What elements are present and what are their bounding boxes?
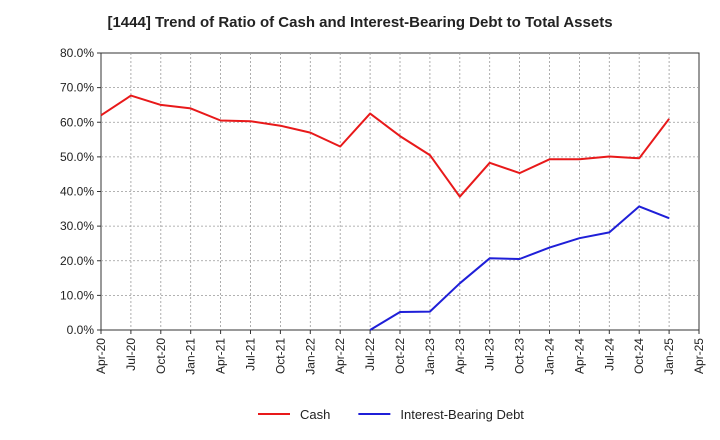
legend: Cash Interest-Bearing Debt	[258, 407, 524, 422]
x-tick-label: Oct-24	[632, 338, 646, 374]
x-tick-label: Apr-24	[572, 338, 586, 374]
y-tick-label: 40.0%	[60, 185, 94, 199]
x-tick-label: Jul-20	[124, 338, 138, 371]
x-tick-label: Jan-25	[662, 338, 676, 375]
y-tick-label: 70.0%	[60, 81, 94, 95]
y-tick-label: 60.0%	[60, 115, 94, 129]
x-tick-label: Apr-23	[453, 338, 467, 374]
x-tick-label: Jul-21	[244, 338, 258, 371]
y-tick-label: 80.0%	[60, 46, 94, 60]
series-lines	[100, 94, 670, 331]
y-axis-ticks: 0.0% 10.0% 20.0% 30.0% 40.0% 50.0% 60.0% 70.0% 8…	[60, 46, 101, 337]
x-tick-label: Oct-23	[513, 338, 527, 374]
x-tick-label: Oct-20	[154, 338, 168, 374]
series-line-interest-bearing-debt	[369, 205, 670, 331]
y-tick-label: 0.0%	[67, 323, 95, 337]
x-tick-label: Apr-21	[214, 338, 228, 374]
x-tick-label: Jul-23	[483, 338, 497, 371]
y-tick-label: 20.0%	[60, 254, 94, 268]
x-tick-label: Jul-24	[602, 338, 616, 371]
legend-label-interest-bearing-debt: Interest-Bearing Debt	[400, 407, 524, 422]
y-tick-label: 50.0%	[60, 150, 94, 164]
x-tick-label: Jan-24	[543, 338, 557, 375]
x-tick-label: Jan-21	[184, 338, 198, 375]
x-tick-label: Oct-22	[393, 338, 407, 374]
y-tick-label: 10.0%	[60, 288, 94, 302]
x-tick-label: Jan-23	[423, 338, 437, 375]
x-tick-label: Apr-22	[333, 338, 347, 374]
x-tick-label: Apr-20	[94, 338, 108, 374]
chart-title: [1444] Trend of Ratio of Cash and Intere…	[107, 14, 613, 31]
x-tick-label: Jan-22	[303, 338, 317, 375]
legend-label-cash: Cash	[300, 407, 330, 422]
x-tick-label: Apr-25	[692, 338, 706, 374]
x-tick-label: Oct-21	[273, 338, 287, 374]
y-tick-label: 30.0%	[60, 219, 94, 233]
x-tick-label: Jul-22	[363, 338, 377, 371]
x-axis-ticks: Apr-20 Jul-20 Oct-20 Jan-21 Apr-21 Jul-21 Oct-…	[94, 330, 706, 375]
series-line-cash	[100, 94, 670, 198]
